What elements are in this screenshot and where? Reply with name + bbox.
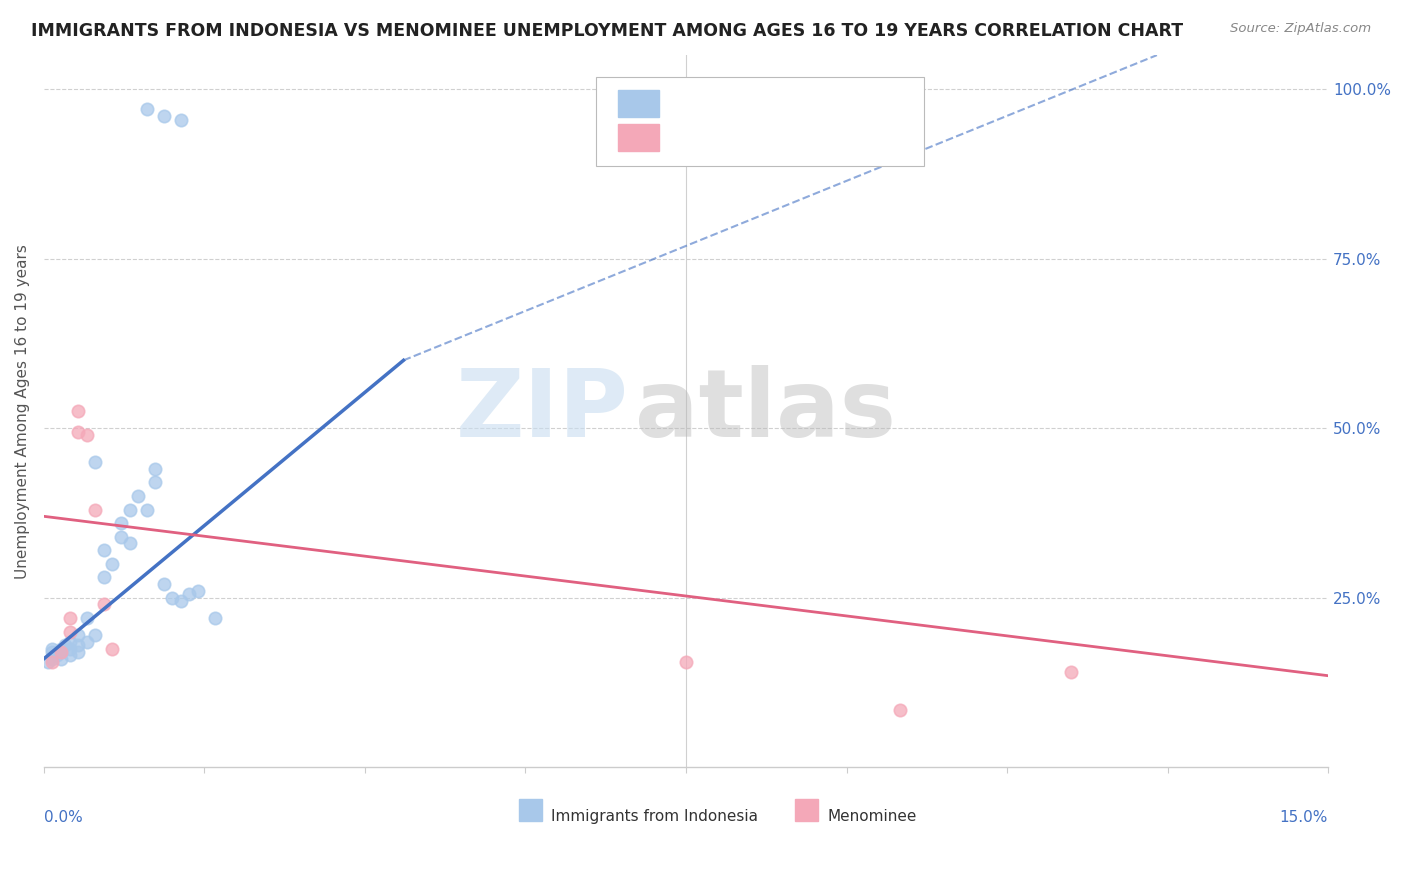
Point (118, 536, 141, 550)
Text: Menominee: Menominee (827, 808, 917, 823)
Point (49, 645, 72, 659)
Point (143, 462, 166, 476)
Point (67, 425, 90, 439)
Point (41, 652, 63, 666)
Point (58, 648, 80, 663)
Point (67, 404, 90, 418)
Point (37, 655, 59, 669)
Point (58, 624, 80, 639)
Point (53, 638, 76, 652)
Point (84, 502, 107, 516)
Point (162, 591, 184, 605)
Point (889, 703, 911, 717)
Point (152, 109, 174, 123)
Point (45, 648, 67, 663)
Point (49, 652, 72, 666)
Point (204, 611, 226, 625)
Bar (519, 799, 543, 821)
Bar (619, 124, 659, 152)
Text: Source: ZipAtlas.com: Source: ZipAtlas.com (1230, 22, 1371, 36)
Point (101, 557, 124, 571)
Point (110, 530, 132, 544)
Point (143, 475, 166, 490)
Point (76, 635, 98, 649)
Point (76, 428, 98, 442)
Point (49, 645, 72, 659)
Point (84, 455, 107, 469)
Point (170, 112, 193, 127)
Point (41, 641, 63, 656)
Point (93, 570, 115, 584)
Text: IMMIGRANTS FROM INDONESIA VS MENOMINEE UNEMPLOYMENT AMONG AGES 16 TO 19 YEARS CO: IMMIGRANTS FROM INDONESIA VS MENOMINEE U… (31, 22, 1182, 40)
Text: Immigrants from Indonesia: Immigrants from Indonesia (551, 808, 758, 823)
Point (41, 655, 63, 669)
Text: R = -0.349   N = 13: R = -0.349 N = 13 (673, 128, 851, 146)
Point (127, 489, 149, 503)
Text: R =  0.355   N = 38: R = 0.355 N = 38 (673, 95, 849, 112)
FancyBboxPatch shape (596, 77, 924, 166)
Bar (619, 90, 659, 117)
Y-axis label: Unemployment Among Ages 16 to 19 years: Unemployment Among Ages 16 to 19 years (15, 244, 30, 579)
Text: 0.0%: 0.0% (44, 810, 83, 825)
Point (67, 645, 90, 659)
Point (58, 641, 80, 656)
Point (67, 638, 90, 652)
Point (93, 598, 115, 612)
Point (187, 583, 209, 598)
Point (135, 103, 157, 117)
Point (1060, 665, 1083, 680)
Point (152, 577, 174, 591)
Point (170, 594, 193, 608)
Bar (796, 799, 818, 821)
Point (41, 645, 63, 659)
Point (675, 655, 697, 669)
Point (84, 628, 107, 642)
Text: 15.0%: 15.0% (1279, 810, 1329, 825)
Point (118, 502, 141, 516)
Point (93, 543, 115, 558)
Point (76, 611, 98, 625)
Text: atlas: atlas (634, 365, 896, 458)
Point (101, 641, 124, 656)
Point (135, 502, 157, 516)
Point (58, 611, 80, 625)
Point (49, 641, 72, 656)
Point (67, 628, 90, 642)
Point (179, 587, 201, 601)
Point (110, 516, 132, 530)
Text: ZIP: ZIP (456, 365, 628, 458)
Point (58, 635, 80, 649)
